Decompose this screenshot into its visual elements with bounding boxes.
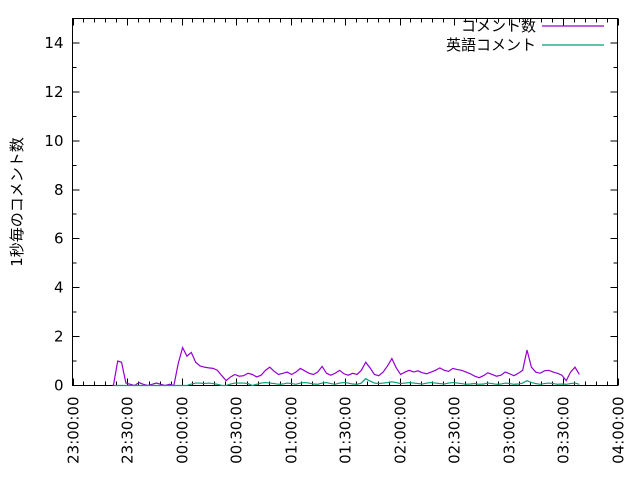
y-tick-label: 2: [54, 328, 64, 346]
x-tick-label: 02:00:00: [392, 397, 410, 464]
x-tick-label: 04:00:00: [610, 397, 628, 464]
x-tick-label: 00:30:00: [228, 397, 246, 464]
x-tick-label: 02:30:00: [446, 397, 464, 464]
y-tick-label: 12: [44, 83, 63, 101]
y-tick-label: 0: [54, 377, 64, 395]
x-tick-label: 00:00:00: [174, 397, 192, 464]
plot-frame: [72, 18, 618, 386]
x-axis-tick-labels: 23:00:00 23:30:00 00:00:00 00:30:00 01:00:00…: [65, 397, 628, 464]
x-tick-label: 01:30:00: [337, 397, 355, 464]
series-line-1: [113, 377, 580, 387]
x-tick-label: 03:30:00: [555, 397, 573, 464]
y-tick-label: 10: [44, 132, 63, 150]
x-axis-ticks: [73, 18, 619, 386]
y-axis-title-text: 1秒毎のコメント数: [8, 137, 26, 267]
legend-label-1: 英語コメント: [446, 36, 536, 54]
y-tick-label: 8: [54, 181, 64, 199]
y-axis-ticks: [72, 42, 618, 386]
x-tick-label: 01:00:00: [283, 397, 301, 464]
y-axis-title: 1秒毎のコメント数: [8, 137, 26, 267]
series-line-0: [112, 345, 580, 387]
y-tick-label: 6: [54, 230, 64, 248]
x-tick-label: 03:00:00: [501, 397, 519, 464]
x-tick-label: 23:00:00: [65, 397, 83, 464]
y-axis-tick-labels: 0 2 4 6 8 10 12 14: [44, 34, 63, 395]
y-tick-label: 14: [44, 34, 63, 52]
y-tick-label: 4: [54, 279, 64, 297]
legend-label-0: コメント数: [461, 17, 536, 35]
x-tick-label: 23:30:00: [119, 397, 137, 464]
data-series-group: [112, 345, 580, 387]
